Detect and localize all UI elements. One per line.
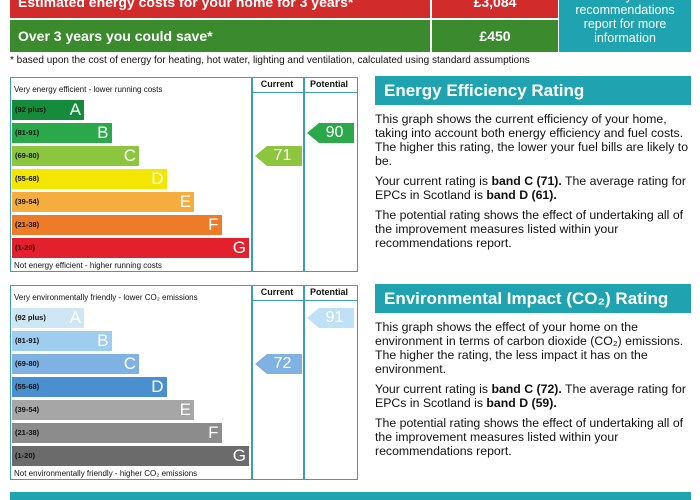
rating-band-g: (1-20) G	[12, 446, 249, 466]
energy-efficiency-heading: Energy Efficiency Rating	[375, 76, 691, 105]
average-band-text: band D (59).	[486, 396, 557, 410]
band-letter: C	[123, 146, 136, 165]
band-letter: A	[69, 308, 81, 327]
impact-paragraph-2: Your current rating is band C (72). The …	[375, 382, 686, 410]
rating-band-c: (69-80) C	[12, 146, 139, 166]
band-range-label: (21-38)	[15, 428, 40, 437]
environmental-impact-chart: Current Potential Very environmentally f…	[10, 285, 358, 480]
estimated-costs-row: Estimated energy costs for your home for…	[10, 0, 558, 18]
rating-band-b: (81-91) B	[12, 123, 112, 143]
impact-paragraph-3: The potential rating shows the effect of…	[375, 416, 684, 458]
estimated-costs-value: £3,084	[432, 0, 558, 18]
band-range-label: (81-91)	[15, 336, 40, 345]
band-range-label: (69-80)	[15, 359, 40, 368]
current-band-text: band C (71).	[491, 174, 562, 188]
band-range-label: (92 plus)	[15, 105, 46, 114]
band-range-label: (39-54)	[15, 197, 40, 206]
band-letter: C	[123, 354, 136, 373]
chart-bottom-caption: Not energy efficient - higher running co…	[14, 261, 162, 270]
band-range-label: (92 plus)	[15, 313, 46, 322]
band-range-label: (55-68)	[15, 382, 40, 391]
potential-savings-value: £450	[432, 20, 558, 52]
energy-efficiency-description: This graph shows the current efficiency …	[375, 112, 691, 256]
rating-band-d: (55-68) D	[12, 377, 167, 397]
recommendations-note: See your recommendations report for more…	[559, 0, 691, 52]
band-letter: G	[232, 446, 246, 465]
chart-top-caption: Very energy efficient - lower running co…	[14, 85, 163, 94]
band-range-label: (1-20)	[15, 243, 36, 252]
energy-efficiency-chart: Current Potential Very energy efficient …	[10, 77, 358, 272]
chart-bottom-caption: Not environmentally friendly - higher CO…	[14, 469, 198, 478]
next-section-banner	[10, 492, 691, 500]
band-letter: G	[232, 238, 246, 257]
band-letter: B	[97, 123, 109, 142]
band-letter: B	[97, 331, 109, 350]
rating-band-a: (92 plus) A	[12, 100, 84, 120]
current-column-header: Current	[260, 287, 294, 297]
current-band-text: band C (72).	[491, 382, 562, 396]
band-range-label: (69-80)	[15, 151, 40, 160]
chart-top-caption: Very environmentally friendly - lower CO…	[14, 293, 198, 302]
cost-footnote: * based upon the cost of energy for heat…	[10, 55, 530, 66]
impact-paragraph-1: This graph shows the effect of your home…	[375, 320, 684, 376]
rating-band-e: (39-54) E	[12, 192, 194, 212]
band-range-label: (21-38)	[15, 220, 40, 229]
rating-band-c: (69-80) C	[12, 354, 139, 374]
environmental-impact-description: This graph shows the effect of your home…	[375, 320, 691, 464]
band-letter: F	[208, 423, 219, 442]
band-letter: D	[151, 377, 164, 396]
current-rating-marker: 71	[255, 146, 302, 166]
band-letter: E	[179, 192, 191, 211]
current-rating-marker: 72	[255, 354, 302, 374]
rating-band-b: (81-91) B	[12, 331, 112, 351]
band-range-label: (81-91)	[15, 128, 40, 137]
rating-band-a: (92 plus) A	[12, 308, 84, 328]
band-letter: E	[179, 400, 191, 419]
rating-band-g: (1-20) G	[12, 238, 249, 258]
rating-band-f: (21-38) F	[12, 423, 222, 443]
potential-column-header: Potential	[309, 287, 348, 297]
potential-savings-label: Over 3 years you could save*	[10, 20, 430, 52]
potential-column-header: Potential	[309, 79, 348, 89]
estimated-costs-label: Estimated energy costs for your home for…	[10, 0, 430, 18]
environmental-impact-heading: Environmental Impact (CO₂) Rating	[375, 284, 691, 313]
potential-savings-row: Over 3 years you could save* £450	[10, 20, 558, 52]
band-range-label: (1-20)	[15, 451, 36, 460]
potential-rating-marker: 90	[307, 123, 354, 143]
average-band-text: band D (61).	[486, 188, 557, 202]
rating-band-f: (21-38) F	[12, 215, 222, 235]
band-letter: A	[69, 100, 81, 119]
rating-band-e: (39-54) E	[12, 400, 194, 420]
band-range-label: (55-68)	[15, 174, 40, 183]
band-letter: F	[208, 215, 219, 234]
current-column-header: Current	[260, 79, 294, 89]
efficiency-paragraph-3: The potential rating shows the effect of…	[375, 208, 684, 250]
rating-band-d: (55-68) D	[12, 169, 167, 189]
band-letter: D	[151, 169, 164, 188]
band-range-label: (39-54)	[15, 405, 40, 414]
efficiency-paragraph-2: Your current rating is band C (71). The …	[375, 174, 686, 202]
potential-rating-marker: 91	[307, 308, 354, 328]
efficiency-paragraph-1: This graph shows the current efficiency …	[375, 112, 689, 168]
